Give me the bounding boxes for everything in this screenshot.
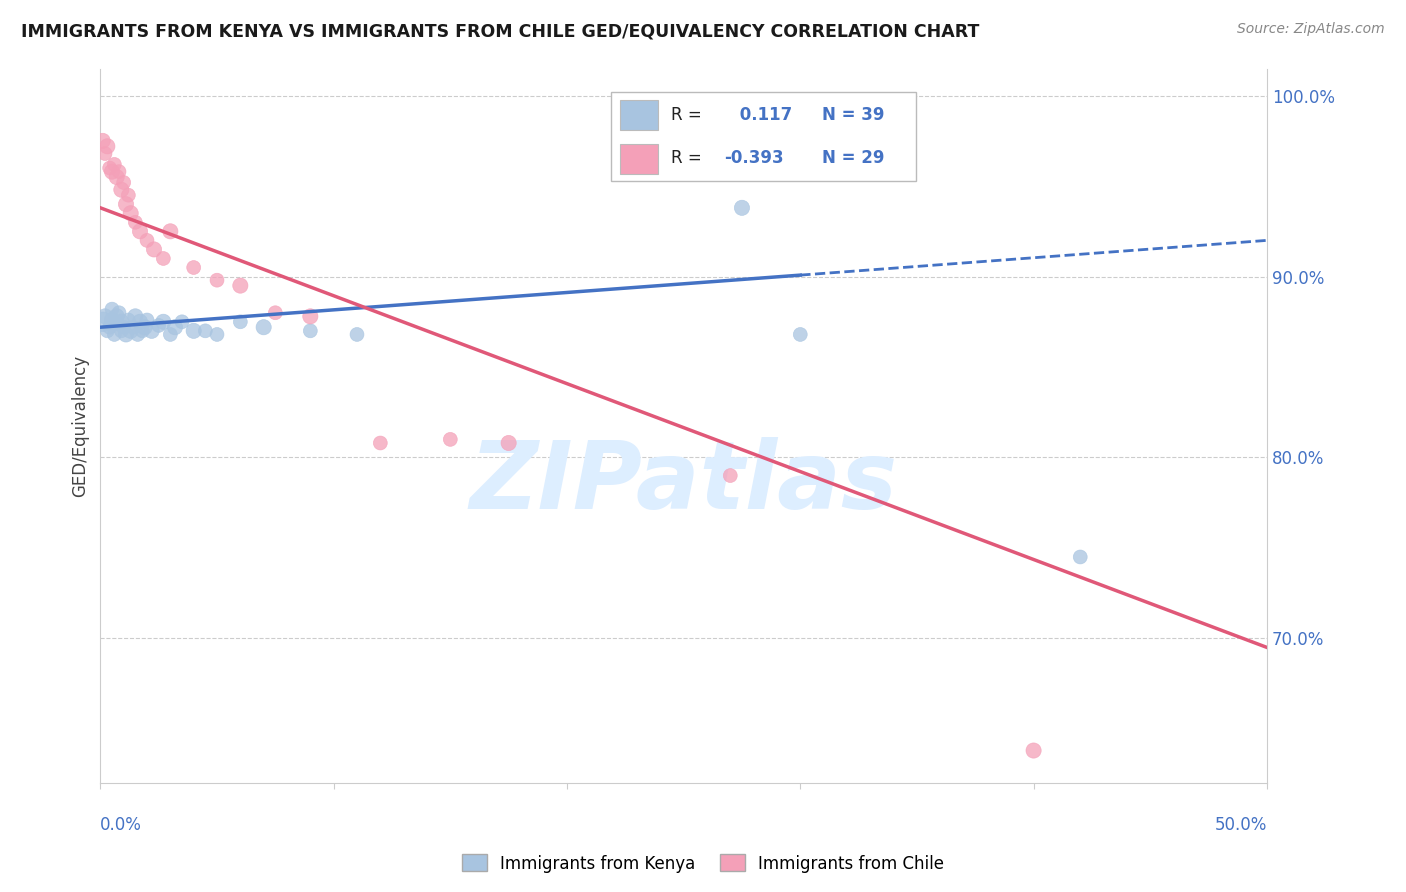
Point [299, 310, 322, 324]
Point [127, 327, 149, 342]
Point [299, 324, 322, 338]
Point [229, 315, 252, 329]
Point [253, 320, 276, 334]
Point [103, 327, 125, 342]
Point [789, 327, 811, 342]
Text: ZIPatlas: ZIPatlas [470, 437, 897, 529]
Point [136, 313, 159, 327]
Point [101, 302, 124, 317]
Point [105, 170, 128, 185]
Point [1022, 743, 1045, 757]
Point [205, 327, 228, 342]
Point [1069, 549, 1091, 564]
Point [124, 310, 146, 324]
Point [134, 320, 156, 334]
Point [152, 252, 174, 266]
Point [718, 468, 741, 483]
Text: IMMIGRANTS FROM KENYA VS IMMIGRANTS FROM CHILE GED/EQUIVALENCY CORRELATION CHART: IMMIGRANTS FROM KENYA VS IMMIGRANTS FROM… [21, 22, 980, 40]
Point [115, 327, 138, 342]
Text: 0.0%: 0.0% [100, 815, 142, 834]
Point [368, 436, 391, 450]
Point [112, 176, 135, 190]
Y-axis label: GED/Equivalency: GED/Equivalency [72, 355, 89, 497]
Point [141, 324, 163, 338]
Point [159, 327, 181, 342]
Point [112, 320, 135, 334]
Point [170, 315, 193, 329]
Point [194, 324, 217, 338]
Point [120, 324, 142, 338]
Point [101, 313, 124, 327]
Point [94, 146, 117, 161]
Point [98, 320, 121, 334]
Point [159, 224, 181, 238]
Point [110, 324, 132, 338]
Point [91, 134, 114, 148]
Point [91, 315, 114, 329]
Point [148, 318, 170, 333]
Point [136, 233, 159, 247]
Point [131, 324, 153, 338]
Point [346, 327, 368, 342]
Point [122, 320, 145, 334]
Point [105, 317, 128, 331]
Point [96, 139, 118, 153]
Point [143, 243, 166, 257]
Point [117, 313, 139, 327]
Point [108, 306, 131, 320]
Point [124, 215, 146, 229]
Point [103, 157, 125, 171]
Text: 50.0%: 50.0% [1215, 815, 1267, 834]
Point [439, 433, 461, 447]
Point [129, 315, 152, 329]
Point [183, 260, 205, 275]
Point [498, 436, 520, 450]
Point [205, 273, 228, 287]
Point [101, 164, 124, 178]
Point [264, 306, 287, 320]
Point [129, 224, 152, 238]
Point [98, 161, 121, 175]
Point [94, 310, 117, 324]
Point [183, 324, 205, 338]
Point [96, 324, 118, 338]
Point [108, 164, 131, 178]
Point [110, 183, 132, 197]
Point [163, 320, 186, 334]
Point [120, 206, 142, 220]
Text: Source: ZipAtlas.com: Source: ZipAtlas.com [1237, 22, 1385, 37]
Point [110, 315, 132, 329]
Point [115, 197, 138, 211]
Point [731, 201, 754, 215]
Point [229, 278, 252, 293]
Point [152, 315, 174, 329]
Legend: Immigrants from Kenya, Immigrants from Chile: Immigrants from Kenya, Immigrants from C… [456, 847, 950, 880]
Point [105, 310, 128, 324]
Point [117, 188, 139, 202]
